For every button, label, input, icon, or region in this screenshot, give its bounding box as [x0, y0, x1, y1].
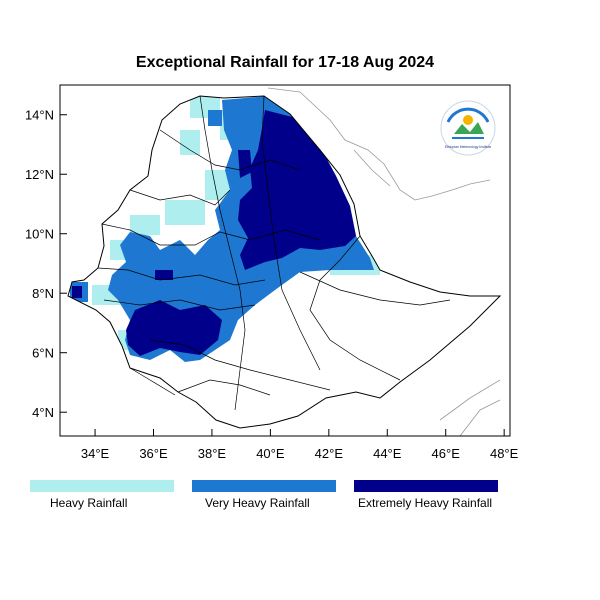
map-title: Exceptional Rainfall for 17-18 Aug 2024 — [135, 54, 435, 71]
x-axis-ticks: 34°E 36°E 38°E 40°E 42°E 44°E 46°E 48°E — [81, 429, 519, 461]
neighbor-boundaries — [267, 87, 501, 437]
y-tick-label: 10°N — [25, 227, 54, 242]
rainfall-layer — [70, 96, 380, 362]
extreme-rainfall-areas — [72, 110, 356, 356]
legend-label-heavy: Heavy Rainfall — [50, 496, 128, 510]
legend-swatch-heavy — [30, 480, 174, 492]
y-tick-label: 12°N — [25, 167, 54, 182]
y-axis-ticks: 14°N 12°N 10°N 8°N 6°N 4°N — [25, 108, 67, 420]
plot-frame — [59, 84, 511, 437]
svg-text:Ethiopian Meteorology Institut: Ethiopian Meteorology Institute — [445, 145, 492, 149]
x-tick-label: 42°E — [315, 446, 344, 461]
legend-label-extreme: Extremely Heavy Rainfall — [358, 496, 493, 510]
x-tick-label: 40°E — [256, 446, 285, 461]
meteorology-institute-logo: Ethiopian Meteorology Institute — [440, 100, 496, 156]
x-tick-label: 48°E — [490, 446, 519, 461]
legend-swatch-extreme — [354, 480, 498, 492]
legend-label-very-heavy: Very Heavy Rainfall — [205, 496, 310, 510]
x-tick-label: 34°E — [81, 446, 110, 461]
y-tick-label: 8°N — [32, 286, 54, 301]
y-tick-label: 14°N — [25, 108, 54, 123]
ethiopia-border — [67, 95, 502, 429]
y-tick-label: 6°N — [32, 346, 54, 361]
x-tick-label: 44°E — [373, 446, 402, 461]
x-tick-label: 46°E — [432, 446, 461, 461]
x-tick-label: 38°E — [198, 446, 227, 461]
admin-boundaries — [97, 95, 451, 411]
x-tick-label: 36°E — [139, 446, 168, 461]
y-tick-label: 4°N — [32, 405, 54, 420]
legend-swatch-very-heavy — [192, 480, 336, 492]
